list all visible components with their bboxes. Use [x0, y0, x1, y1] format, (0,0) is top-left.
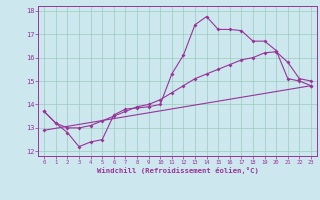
X-axis label: Windchill (Refroidissement éolien,°C): Windchill (Refroidissement éolien,°C): [97, 167, 259, 174]
